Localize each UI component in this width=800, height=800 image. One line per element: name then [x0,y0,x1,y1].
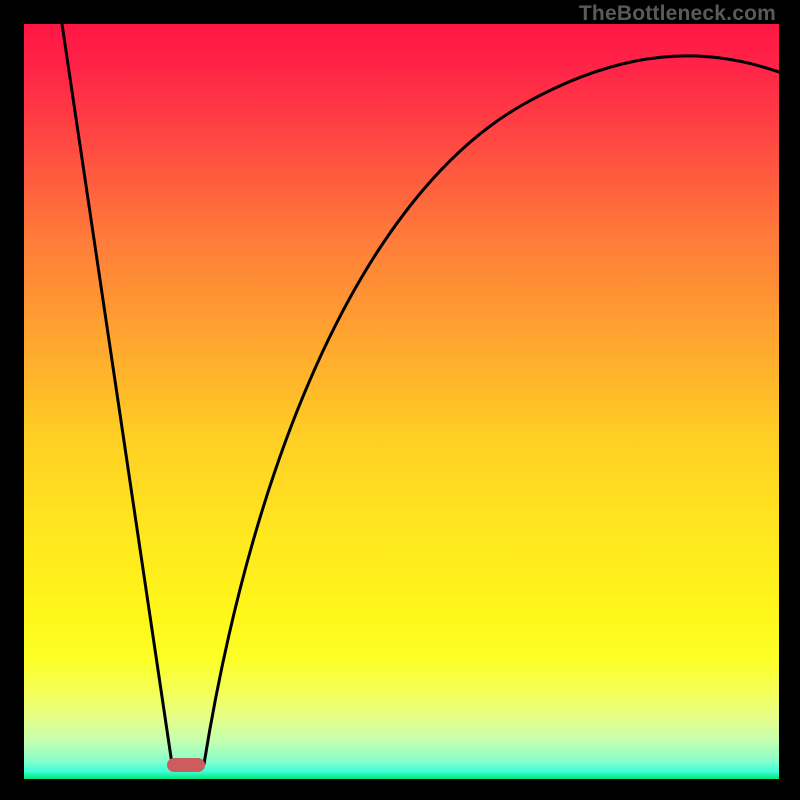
chart-container: TheBottleneck.com [0,0,800,800]
curve-layer [24,24,779,779]
bottleneck-marker [167,758,205,772]
watermark-text: TheBottleneck.com [579,2,776,26]
curve-right-segment [204,56,779,764]
plot-area [24,24,779,779]
curve-left-segment [62,24,172,764]
